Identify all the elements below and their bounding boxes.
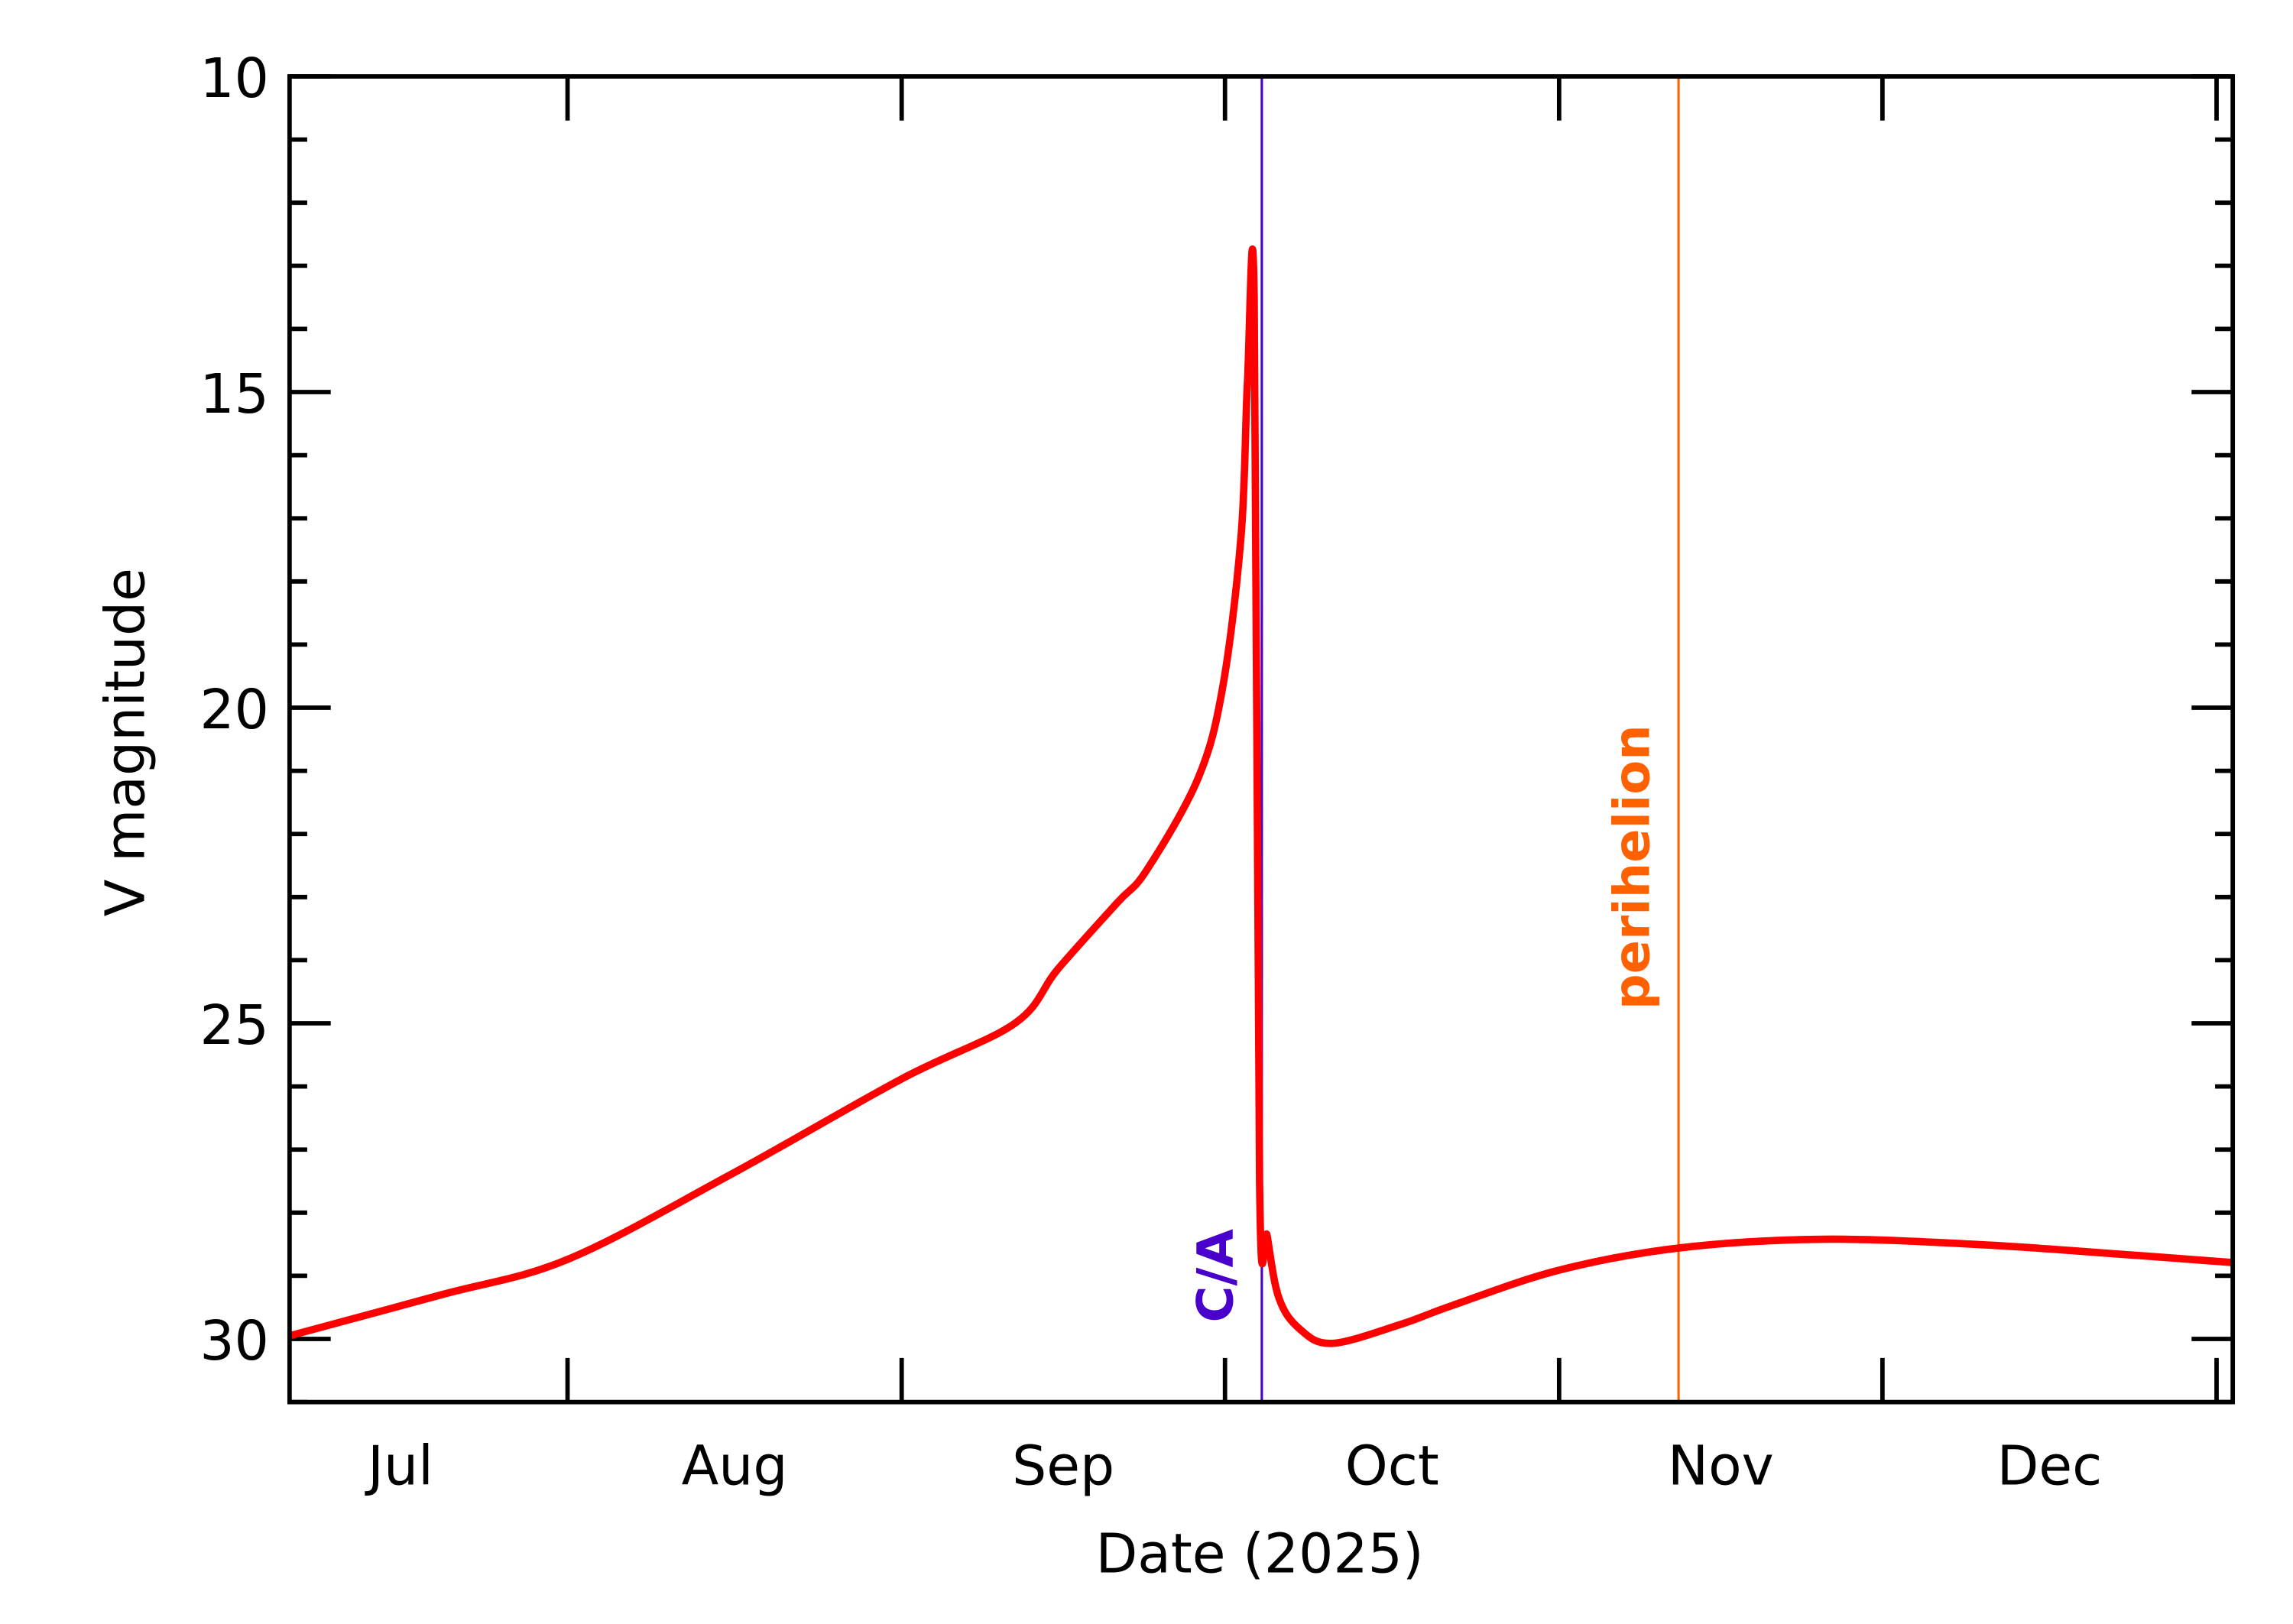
annotation-label: perihelion — [1604, 724, 1662, 1010]
y-tick-label: 20 — [199, 678, 269, 741]
x-tick-label: Sep — [1012, 1434, 1114, 1497]
axis-ticks — [289, 74, 2233, 1405]
x-tick-label: Jul — [365, 1434, 433, 1497]
x-tick-label: Oct — [1345, 1434, 1439, 1497]
y-tick-label: 10 — [199, 47, 269, 110]
x-axis-label: Date (2025) — [1095, 1522, 1423, 1586]
magnitude-curve — [288, 245, 2233, 1347]
annotation-labels: C/A perihelion — [1186, 724, 1661, 1322]
x-tick-label: Dec — [1997, 1434, 2103, 1497]
y-tick-label: 30 — [199, 1309, 269, 1373]
x-tick-label: Nov — [1668, 1434, 1774, 1497]
y-tick-labels: 10 15 20 25 30 — [199, 47, 269, 1373]
annotation-label: C/A — [1186, 1229, 1244, 1323]
plot-frame — [287, 74, 2236, 1405]
x-tick-labels: Jul Aug Sep Oct Nov Dec — [365, 1434, 2102, 1497]
y-tick-label: 15 — [199, 362, 269, 426]
y-tick-label: 25 — [199, 994, 269, 1057]
y-axis-label: V magnitude — [93, 568, 157, 916]
x-tick-label: Aug — [682, 1434, 788, 1497]
